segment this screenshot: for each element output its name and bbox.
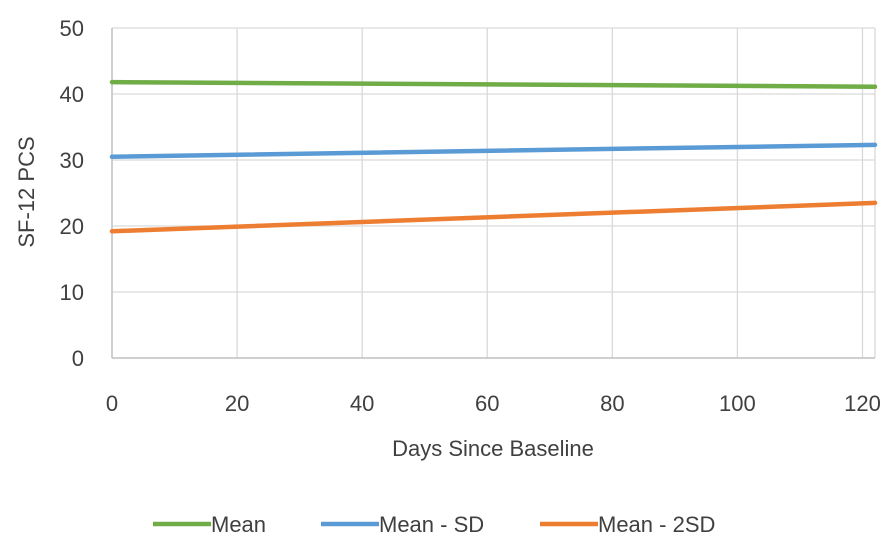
legend-item-mean-sd: Mean - SD — [321, 512, 484, 536]
series-line-mean — [109, 79, 878, 89]
x-tick-label: 120 — [844, 391, 881, 416]
axes — [111, 28, 875, 359]
x-axis-title: Days Since Baseline — [392, 436, 594, 461]
y-tick-label: 0 — [72, 346, 84, 371]
x-tick-label: 0 — [106, 391, 118, 416]
legend-label: Mean - SD — [379, 512, 484, 536]
legend-item-mean-2sd: Mean - 2SD — [540, 512, 715, 536]
x-tick-label: 80 — [600, 391, 624, 416]
legend-label: Mean - 2SD — [598, 512, 715, 536]
x-tick-label: 40 — [350, 391, 374, 416]
y-tick-label: 10 — [60, 280, 84, 305]
tick-labels: 0 10 20 30 40 50 0 20 40 60 80 100 120 — [60, 16, 881, 416]
legend: Mean Mean - SD Mean - 2SD — [153, 512, 715, 536]
y-tick-label: 20 — [60, 214, 84, 239]
legend-item-mean: Mean — [153, 512, 266, 536]
x-tick-label: 60 — [475, 391, 499, 416]
y-tick-label: 30 — [60, 148, 84, 173]
legend-label: Mean — [211, 512, 266, 536]
x-tick-label: 20 — [225, 391, 249, 416]
y-axis-title: SF-12 PCS — [14, 136, 39, 247]
series-line-mean-2sd — [109, 200, 878, 234]
y-tick-label: 40 — [60, 82, 84, 107]
x-tick-label: 100 — [719, 391, 756, 416]
y-tick-label: 50 — [60, 16, 84, 41]
series-lines — [109, 79, 878, 234]
series-line-mean-sd — [109, 142, 878, 159]
gridlines — [112, 27, 876, 358]
